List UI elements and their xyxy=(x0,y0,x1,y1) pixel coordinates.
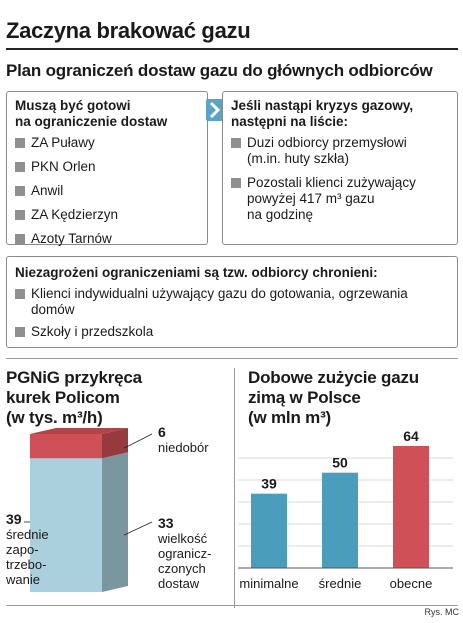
list-item-line: Duzi odbiorcy przemysłowi xyxy=(247,135,407,150)
list-item-label: ZA Kędzierzyn xyxy=(31,207,119,222)
chart1-total-text: trzebo- xyxy=(6,557,47,572)
list-item-line: domów xyxy=(31,302,75,317)
chart1-title: PGNiG przykręca kurek Policom (w tys. m³… xyxy=(6,368,142,428)
bullet-square-icon xyxy=(15,162,25,172)
box-must-be-ready-heading: Muszą być gotowi na ograniczenie dostaw xyxy=(15,98,199,130)
list-item: ZA Kędzierzyn xyxy=(15,207,199,223)
chart1-reduced-label: 33 wielkość ogranicz- czonych dostaw xyxy=(158,515,212,592)
chart2-title-line: Dobowe zużycie gazu xyxy=(248,368,419,387)
list-item: Pozostali klienci zużywający powyżej 417… xyxy=(231,175,449,223)
chart1-total-text: zapo- xyxy=(6,542,39,557)
section-rule xyxy=(6,358,458,359)
list-item-line: (m.in. huty szkła) xyxy=(247,151,350,166)
chart1-svg xyxy=(24,428,153,592)
chart2-value-label: 64 xyxy=(403,428,419,444)
list-item-label: Anwil xyxy=(31,183,64,198)
box-next-on-list-heading: Jeśli nastąpi kryzys gazowy, następni na… xyxy=(231,98,449,130)
chart1-shortage-label: 6 niedobór xyxy=(158,424,209,456)
list-item: Anwil xyxy=(15,183,199,199)
chart2-category-label: średnie xyxy=(319,576,362,591)
bullet-square-icon xyxy=(15,138,25,148)
heading-line: Muszą być gotowi xyxy=(15,98,131,113)
page-subtitle: Plan ograniczeń dostaw gazu do głównych … xyxy=(6,61,433,80)
chart2-category-label: minimalne xyxy=(239,576,298,591)
chart1-reduced-text: ogranicz- xyxy=(158,546,212,561)
page-title: Zaczyna brakować gazu xyxy=(6,18,251,43)
heading-line: Jeśli nastąpi kryzys gazowy, xyxy=(231,98,414,113)
bullet-square-icon xyxy=(231,138,241,148)
chart2-value-label: 50 xyxy=(332,455,348,471)
box-protected-customers: Niezagrożeni ograniczeniami są tzw. odbi… xyxy=(6,256,458,348)
bottom-rule xyxy=(6,605,458,606)
list-item-label: ZA Puławy xyxy=(31,135,95,150)
chart1-shortage-text: niedobór xyxy=(158,440,209,455)
chart1-total-label: 39 średnie zapo- trzebo- wanie xyxy=(6,511,49,588)
list-item-label: Azoty Tarnów xyxy=(31,231,112,246)
chart1-leader-shortage xyxy=(123,433,153,449)
heading-line: następni na liście: xyxy=(231,114,349,129)
list-item-line: Klienci indywidualni używający gazu do g… xyxy=(31,286,408,301)
chart2-bar-0 xyxy=(251,493,287,568)
chart1-bar-side-0 xyxy=(102,452,128,592)
chart2-svg: 39 minimalne 50 średnie 64 obecne xyxy=(238,428,453,591)
chart2-title-line: (w mln m³) xyxy=(248,408,331,427)
chart2-bar-1 xyxy=(322,472,358,568)
chart1-reduced-value: 33 xyxy=(158,515,174,531)
box-next-on-list: Jeśli nastąpi kryzys gazowy, następni na… xyxy=(222,91,458,245)
box-next-on-list-list: Duzi odbiorcy przemysłowi (m.in. huty sz… xyxy=(231,135,449,223)
chart1-bar-side-1 xyxy=(102,428,128,459)
list-item: ZA Puławy xyxy=(15,135,199,151)
title-rule xyxy=(6,48,458,50)
list-item: Duzi odbiorcy przemysłowi (m.in. huty sz… xyxy=(231,135,449,167)
list-item: Azoty Tarnów xyxy=(15,231,199,247)
chart1-shortage-value: 6 xyxy=(158,424,166,440)
chart1-reduced-text: dostaw xyxy=(158,576,200,591)
chart1-bar-front-0 xyxy=(30,458,102,592)
credit-text: Rys. MC xyxy=(424,607,460,617)
chart1-bar-front-1 xyxy=(30,434,102,459)
chart1-title-line: kurek Policom xyxy=(6,388,120,407)
chart1-total-value: 39 xyxy=(6,511,22,527)
box-protected-heading: Niezagrożeni ograniczeniami są tzw. odbi… xyxy=(15,265,378,280)
list-item-line: Pozostali klienci zużywający xyxy=(247,175,416,190)
bullet-square-icon xyxy=(15,289,25,299)
chart1-bar-top xyxy=(30,428,128,434)
chart2-value-label: 39 xyxy=(261,476,277,492)
list-item: Klienci indywidualni używający gazu do g… xyxy=(15,286,449,318)
box-must-be-ready-list: ZA Puławy PKN Orlen Anwil ZA Kędzierzyn … xyxy=(15,135,199,247)
list-item-line: powyżej 417 m³ gazu xyxy=(247,191,375,206)
chart2-bar-2 xyxy=(393,446,429,568)
chart-divider xyxy=(234,368,235,608)
chart1-title-line: PGNiG przykręca xyxy=(6,368,142,387)
bullet-square-icon xyxy=(231,178,241,188)
chart1-leader-reduced xyxy=(123,521,153,536)
list-item-label: Szkoły i przedszkola xyxy=(31,324,154,339)
list-item: PKN Orlen xyxy=(15,159,199,175)
bullet-square-icon xyxy=(15,210,25,220)
list-item: Szkoły i przedszkola xyxy=(15,324,449,340)
chart1-reduced-text: czonych xyxy=(158,561,206,576)
chart2-title-line: zimą w Polsce xyxy=(248,388,361,407)
bullet-square-icon xyxy=(15,327,25,337)
chart1-total-text: wanie xyxy=(6,572,40,587)
list-item-line: na godzinę xyxy=(247,207,314,222)
chart1-title-line: (w tys. m³/h) xyxy=(6,408,103,427)
heading-line: na ograniczenie dostaw xyxy=(15,114,168,129)
chart1-reduced-text: wielkość xyxy=(158,531,208,546)
chevron-right-icon xyxy=(206,99,224,121)
chart2-category-label: obecne xyxy=(390,576,433,591)
bullet-square-icon xyxy=(15,186,25,196)
list-item-label: PKN Orlen xyxy=(31,159,96,174)
bullet-square-icon xyxy=(15,234,25,244)
chart1-total-text: średnie xyxy=(6,527,49,542)
chart2-title: Dobowe zużycie gazu zimą w Polsce (w mln… xyxy=(248,368,419,428)
box-must-be-ready: Muszą być gotowi na ograniczenie dostaw … xyxy=(6,91,208,247)
box-protected-list: Klienci indywidualni używający gazu do g… xyxy=(15,286,449,340)
